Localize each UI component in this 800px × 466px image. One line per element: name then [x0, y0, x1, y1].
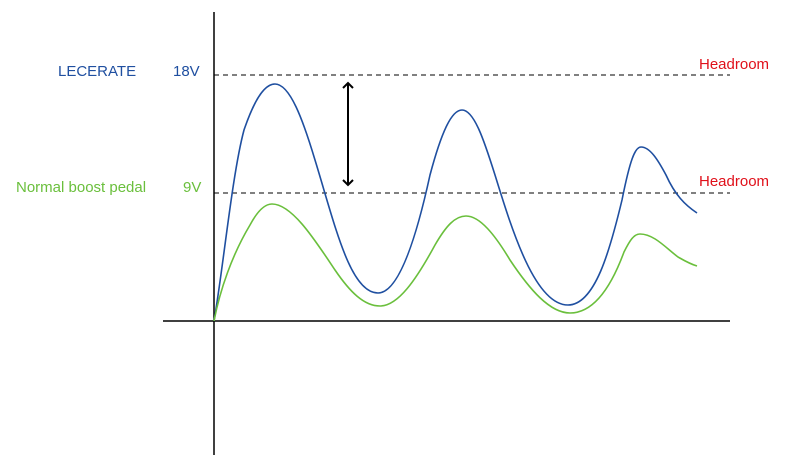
- lecerate-voltage-label: 18V: [173, 63, 200, 80]
- headroom-label-top: Headroom: [699, 56, 769, 73]
- headroom-label-bottom: Headroom: [699, 173, 769, 190]
- normal-boost-voltage-label: 9V: [183, 179, 201, 196]
- lecerate-label: LECERATE: [58, 63, 136, 80]
- normal-boost-label: Normal boost pedal: [16, 179, 146, 196]
- lecerate-waveform: [213, 83, 698, 322]
- normal-boost-waveform: [213, 203, 698, 322]
